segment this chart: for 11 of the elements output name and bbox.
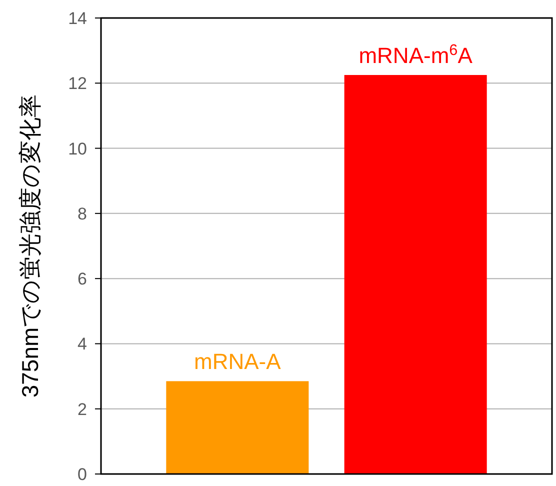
y-tick-label: 4 [78, 334, 87, 354]
y-tick-label: 0 [78, 465, 87, 484]
y-tick-label: 8 [78, 204, 87, 224]
x-tick-label: mRNA-m$^{6}$A [358, 42, 473, 68]
y-tick-label: 14 [68, 9, 87, 28]
y-tick-label: 12 [68, 74, 87, 94]
y-axis-title: 375nmでの蛍光強度の変化率 [17, 94, 43, 398]
y-tick-label: 6 [78, 270, 87, 289]
y-tick-label: 2 [78, 400, 87, 419]
x-tick-label: mRNA-A [194, 349, 282, 374]
y-tick-label: 10 [68, 139, 87, 158]
